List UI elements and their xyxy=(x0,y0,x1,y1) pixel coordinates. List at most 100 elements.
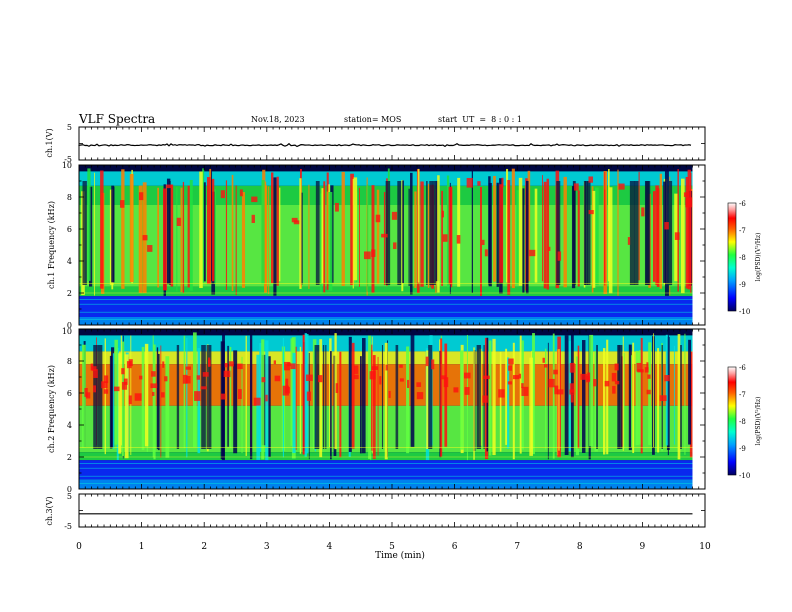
spectrum-streak xyxy=(229,346,232,449)
spectrum-hotspot xyxy=(185,366,191,370)
spectrum-hotspot xyxy=(123,378,128,385)
spectrum-streak xyxy=(165,356,170,458)
ch1-voltage-ylabel: ch.1(V) xyxy=(45,128,54,157)
spectrum-gap xyxy=(395,345,399,449)
spectrum-streak xyxy=(358,187,360,287)
spectrum-streak xyxy=(104,338,106,455)
spectrum-streak xyxy=(187,185,191,288)
spectrum-streak xyxy=(608,168,610,282)
spectrum-gap xyxy=(432,181,436,285)
spectrum-streak xyxy=(656,188,660,287)
spectrum-gap xyxy=(586,181,591,285)
ch1-spectrum-ylabel: ch.1 Frequency (kHz) xyxy=(47,201,56,289)
spectrum-hotspot xyxy=(121,368,125,375)
ch1v-ytick-top: 5 xyxy=(67,123,72,132)
spectrum-streak xyxy=(577,345,580,449)
spectrum-hotspot xyxy=(587,372,591,382)
spectrum-gap xyxy=(428,345,433,449)
spectrum-streak xyxy=(362,338,366,454)
spectrum-hotspot xyxy=(627,237,631,245)
spectrum-streak xyxy=(350,173,354,286)
spectrum-hotspot xyxy=(223,370,231,378)
spectrum-streak xyxy=(256,354,261,460)
spectrum-streak xyxy=(680,178,685,294)
spectrum-streak xyxy=(440,338,443,457)
spectrum-streak xyxy=(371,185,375,293)
spectrum-streak xyxy=(100,170,104,289)
xtick-1: 1 xyxy=(139,542,145,552)
spectrum-hotspot xyxy=(251,214,255,223)
spectrum-hotspot xyxy=(91,366,97,371)
spectrum-hotspot xyxy=(147,245,153,252)
spectrum-gap xyxy=(629,181,635,285)
cb2-tick-3: -8 xyxy=(739,418,746,426)
spectrum-hotspot xyxy=(164,376,168,382)
spectrum-streak xyxy=(321,188,325,284)
spectrum-hotspot xyxy=(202,372,209,377)
spectrum-hotspot xyxy=(119,200,125,208)
spectrum-streak xyxy=(276,176,279,286)
spectrum-hotspot xyxy=(369,371,376,380)
spectrum-hotspot xyxy=(407,379,410,389)
spectrum-hotspot xyxy=(548,378,555,388)
spectrum-streak xyxy=(635,350,639,446)
spectrum-streak xyxy=(460,350,464,450)
spectrum-hotspot xyxy=(556,389,564,395)
spectrum-hotspot xyxy=(150,383,158,389)
spectrum-hotspot xyxy=(529,249,536,257)
spectrum-streak xyxy=(323,181,326,293)
spectrum-hotspot xyxy=(285,378,289,387)
spectrum-streak xyxy=(603,348,606,455)
spectrum-streak xyxy=(444,343,448,447)
spectrum-streak xyxy=(505,348,508,445)
spectrum-streak xyxy=(512,342,515,460)
spectrum-hotspot xyxy=(618,183,625,190)
spectrum-streak xyxy=(511,168,515,289)
spectrum-hotspot xyxy=(477,181,481,186)
frequency-band xyxy=(79,460,693,480)
spectrum-streak xyxy=(326,191,329,284)
spectrum-streak xyxy=(88,186,93,287)
spectrum-hotspot xyxy=(614,363,619,371)
spectrum-streak xyxy=(383,192,386,286)
spectrum-streak xyxy=(687,169,691,290)
spectrum-streak xyxy=(210,178,215,282)
xtick-3: 3 xyxy=(264,542,270,552)
spectrum-streak xyxy=(282,338,284,458)
ch2-colorbar-label: log(PSD)(V²/Hz) xyxy=(755,397,762,446)
spectrum-hotspot xyxy=(391,211,398,220)
spectrum-hotspot xyxy=(176,217,181,226)
spectrum-streak xyxy=(121,169,125,289)
spectrum-streak xyxy=(640,337,643,454)
x-axis-label: Time (min) xyxy=(375,550,425,561)
spectrum-streak xyxy=(522,188,525,293)
spectrum-streak xyxy=(180,187,183,293)
spectrum-streak xyxy=(547,342,549,460)
spectrum-streak xyxy=(563,176,567,288)
spectrum-streak xyxy=(268,186,270,295)
ch1-voltage-trace xyxy=(78,142,692,148)
spectrum-hotspot xyxy=(521,383,524,389)
spectrum-streak xyxy=(227,345,229,447)
spectrum-hotspot xyxy=(481,239,485,245)
spectrum-hotspot xyxy=(569,389,575,395)
spectrum-gap xyxy=(97,345,103,449)
spectrum-gap xyxy=(82,181,87,285)
spectrum-hotspot xyxy=(543,364,548,368)
spectrum-streak xyxy=(420,181,424,287)
spectrum-gap xyxy=(429,181,433,285)
xtick-8: 8 xyxy=(577,542,583,552)
spectrum-streak xyxy=(606,339,609,455)
spectrum-streak xyxy=(617,169,619,296)
spectrum-streak xyxy=(677,169,679,292)
spectrum-streak xyxy=(299,346,302,454)
spectrum-streak xyxy=(341,171,345,286)
frequency-band xyxy=(79,165,693,172)
spectrum-streak xyxy=(241,192,246,288)
spectrum-streak xyxy=(112,353,115,449)
cb1-tick-4: -9 xyxy=(739,281,746,289)
spectrum-streak xyxy=(652,191,656,282)
frequency-band xyxy=(79,296,693,317)
spectrum-streak xyxy=(176,187,178,292)
xtick-4: 4 xyxy=(327,542,333,552)
